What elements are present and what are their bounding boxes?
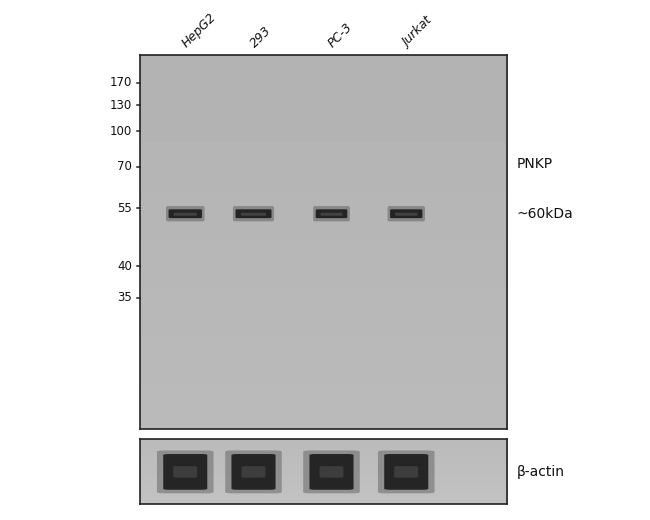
- FancyBboxPatch shape: [168, 210, 202, 218]
- FancyBboxPatch shape: [241, 213, 266, 216]
- Text: ~60kDa: ~60kDa: [517, 207, 573, 220]
- FancyBboxPatch shape: [313, 206, 350, 222]
- FancyBboxPatch shape: [395, 466, 418, 477]
- FancyBboxPatch shape: [320, 466, 343, 477]
- FancyBboxPatch shape: [395, 213, 417, 216]
- FancyBboxPatch shape: [242, 466, 265, 477]
- FancyBboxPatch shape: [378, 450, 435, 493]
- FancyBboxPatch shape: [390, 210, 422, 218]
- Text: HepG2: HepG2: [179, 11, 218, 50]
- Text: Jurkat: Jurkat: [400, 16, 436, 50]
- FancyBboxPatch shape: [163, 454, 207, 490]
- FancyBboxPatch shape: [320, 213, 343, 216]
- Text: 70: 70: [117, 160, 132, 173]
- FancyBboxPatch shape: [174, 466, 197, 477]
- FancyBboxPatch shape: [384, 454, 428, 490]
- FancyBboxPatch shape: [157, 450, 214, 493]
- Text: PC-3: PC-3: [326, 21, 355, 50]
- FancyBboxPatch shape: [309, 454, 354, 490]
- Text: 130: 130: [110, 99, 132, 112]
- Text: β-actin: β-actin: [517, 465, 565, 479]
- Text: 55: 55: [117, 202, 132, 215]
- Text: PNKP: PNKP: [517, 158, 553, 171]
- FancyBboxPatch shape: [235, 210, 272, 218]
- FancyBboxPatch shape: [166, 206, 205, 222]
- Text: 35: 35: [117, 291, 132, 304]
- Text: 100: 100: [110, 125, 132, 138]
- FancyBboxPatch shape: [303, 450, 360, 493]
- FancyBboxPatch shape: [387, 206, 425, 222]
- Text: 40: 40: [117, 259, 132, 272]
- FancyBboxPatch shape: [225, 450, 282, 493]
- Text: 170: 170: [110, 76, 132, 89]
- FancyBboxPatch shape: [231, 454, 276, 490]
- FancyBboxPatch shape: [316, 210, 347, 218]
- Text: 293: 293: [248, 24, 274, 50]
- FancyBboxPatch shape: [233, 206, 274, 222]
- FancyBboxPatch shape: [174, 213, 197, 216]
